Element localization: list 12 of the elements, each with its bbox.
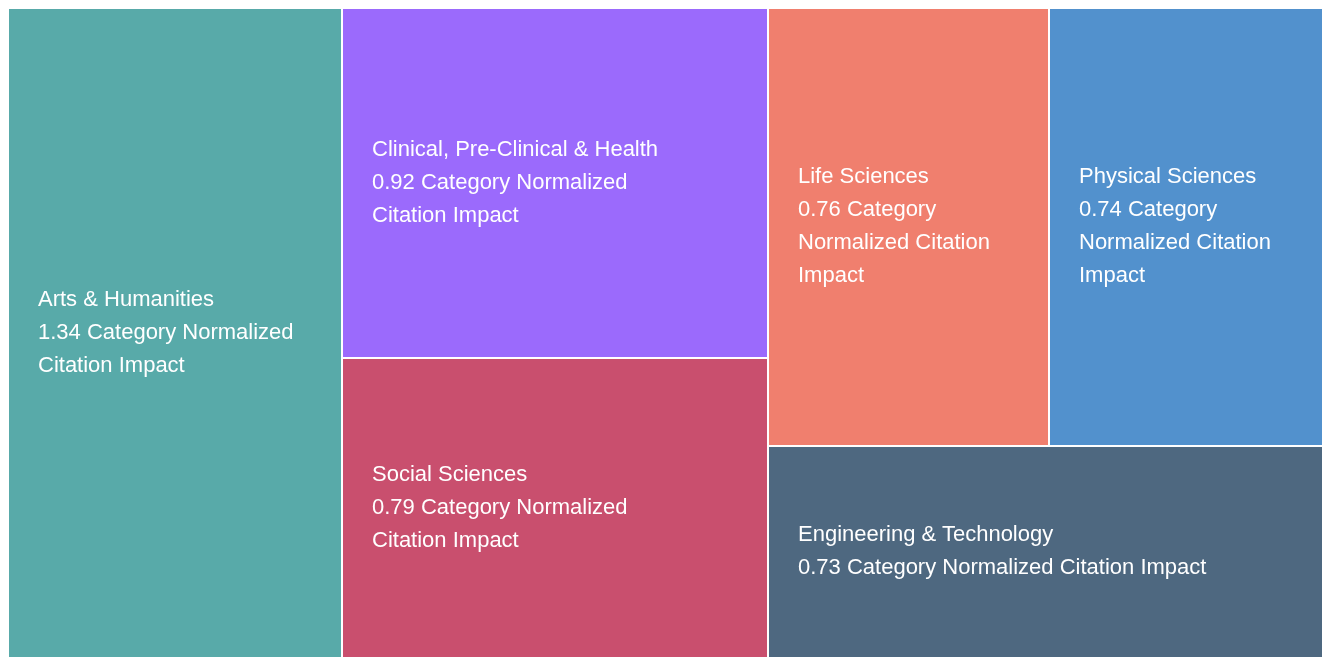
data-label: 0.73 Category Normalized Citation Impact [798,554,1207,580]
category-label: Arts & Humanities [38,285,215,311]
category-label: Life Sciences [798,163,929,189]
data-label: 0.79 Category Normalized Citation Impact [372,493,628,552]
category-label: Clinical, Pre-Clinical & Health [372,135,659,161]
data-label: 0.76 Category Normalized Citation Impact [798,196,990,288]
category-label: Physical Sciences [1079,163,1257,189]
category-label: Engineering & Technology [798,521,1054,547]
data-label: 0.92 Category Normalized Citation Impact [372,168,628,227]
data-label: 1.34 Category Normalized Citation Impact [38,318,294,377]
data-label: 0.74 Category Normalized Citation Impact [1079,196,1271,288]
category-label: Social Sciences [372,460,528,486]
